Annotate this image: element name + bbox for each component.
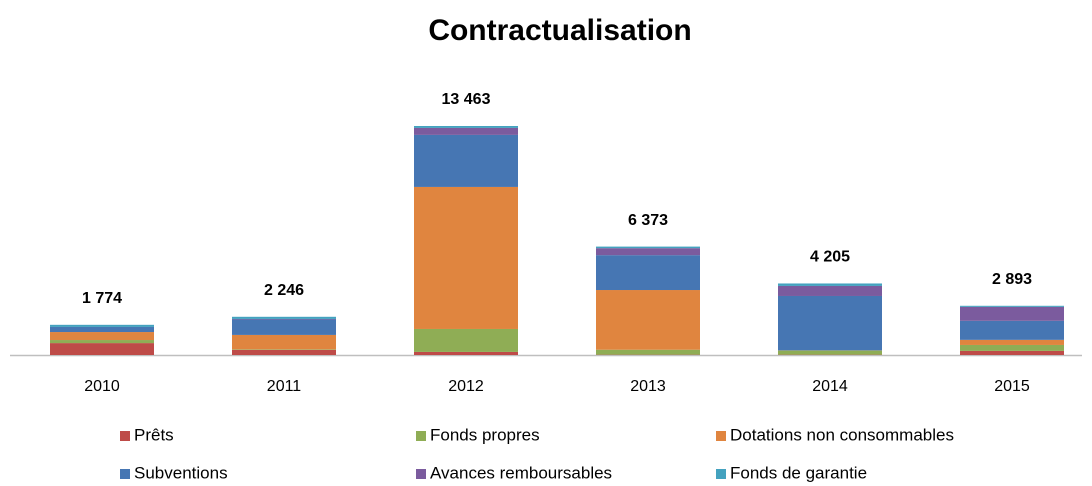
total-label: 2 246 [264,282,304,299]
bar-segment [960,320,1064,340]
bar-segment [596,290,700,350]
bar-segment [414,328,518,352]
bar-segment [960,350,1064,355]
legend-swatch [716,431,726,441]
legend-label: Dotations non consommables [730,425,954,444]
bar-segment [596,255,700,291]
legend-label: Fonds propres [430,425,540,444]
bar-segment [232,318,336,320]
total-label: 4 205 [810,249,850,266]
bar-segment [50,340,154,344]
bar-segment [414,126,518,128]
legend-label: Prêts [134,425,174,444]
bar-segment [414,351,518,355]
bar-segment [414,186,518,329]
legend-swatch [416,431,426,441]
total-label: 2 893 [992,271,1032,288]
bar-segment [960,344,1064,351]
x-tick-label: 2014 [812,378,848,395]
total-label: 13 463 [442,91,491,108]
bar-segment [50,332,154,341]
bar-segment [778,350,882,355]
bar-segment [960,339,1064,345]
bar-segment [596,246,700,249]
x-tick-label: 2011 [267,378,302,395]
bar-segment [232,319,336,335]
bar-segment [778,285,882,296]
x-tick-label: 2015 [994,378,1030,395]
legend-swatch [120,431,130,441]
bar-segment [50,326,154,333]
x-tick-label: 2012 [448,378,484,395]
chart-title: Contractualisation [428,14,691,47]
bar-segment [960,306,1064,321]
legend-label: Avances remboursables [430,463,612,482]
legend-swatch [120,469,130,479]
bar-segment [960,305,1064,307]
bar-segment [50,324,154,327]
bar-segment [50,343,154,355]
legend-label: Subventions [134,463,228,482]
x-tick-label: 2013 [630,378,666,395]
legend-swatch [416,469,426,479]
bar-segment [414,134,518,187]
bar-segment [778,295,882,351]
legend-label: Fonds de garantie [730,463,867,482]
legend-swatch [716,469,726,479]
bar-segment [232,349,336,350]
x-tick-label: 2010 [84,378,120,395]
bar-segment [232,334,336,350]
total-label: 6 373 [628,212,668,229]
bar-segment [414,127,518,135]
bar-segment [596,248,700,256]
bar-segment [778,283,882,286]
total-label: 1 774 [82,290,122,307]
bar-segment [596,349,700,355]
bar-segment [232,349,336,355]
bar-segment [232,316,336,319]
